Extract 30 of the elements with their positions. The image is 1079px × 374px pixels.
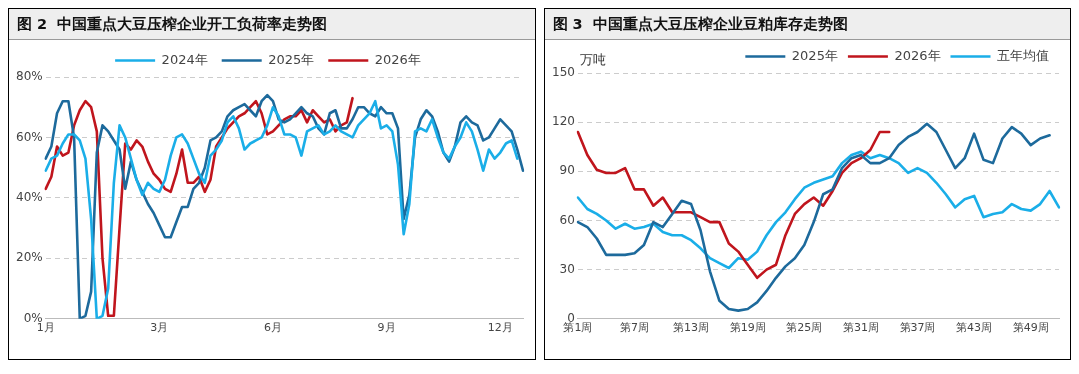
x-tick-label: 第49周 <box>1012 321 1049 335</box>
legend-label: 2025年 <box>791 47 838 63</box>
legend-label: 2025年 <box>268 51 315 67</box>
y-tick-label: 30 <box>559 261 575 276</box>
y-tick-label: 80% <box>16 69 43 84</box>
x-tick-label: 第7周 <box>619 321 649 335</box>
y-tick-label: 120 <box>551 114 575 129</box>
y-tick-label: 60% <box>16 129 43 144</box>
y-axis-title: 万吨 <box>579 51 606 67</box>
y-tick-label: 40% <box>16 190 43 205</box>
y-tick-label: 150 <box>551 65 575 80</box>
y-tick-label: 20% <box>16 250 43 265</box>
legend-label: 2024年 <box>161 51 208 67</box>
legend-label: 2026年 <box>893 47 941 63</box>
x-tick-label: 9月 <box>377 321 396 335</box>
chart-title: 图 2 中国重点大豆压榨企业开工负荷率走势图 <box>9 9 535 40</box>
x-tick-label: 第19周 <box>729 321 766 335</box>
legend-label: 五年均值 <box>996 47 1049 63</box>
y-tick-label: 60 <box>559 212 575 227</box>
x-tick-label: 第31周 <box>842 321 879 335</box>
x-tick-label: 第25周 <box>785 321 822 335</box>
x-tick-label: 第13周 <box>672 321 709 335</box>
x-tick-label: 6月 <box>263 321 282 335</box>
x-tick-label: 3月 <box>150 321 169 335</box>
x-tick-label: 12月 <box>487 321 513 335</box>
chart-title: 图 3 中国重点大豆压榨企业豆粕库存走势图 <box>544 9 1070 40</box>
legend-label: 2026年 <box>374 51 421 67</box>
y-tick-label: 90 <box>559 163 575 178</box>
x-tick-label: 第37周 <box>899 321 935 335</box>
x-tick-label: 第43周 <box>955 321 992 335</box>
